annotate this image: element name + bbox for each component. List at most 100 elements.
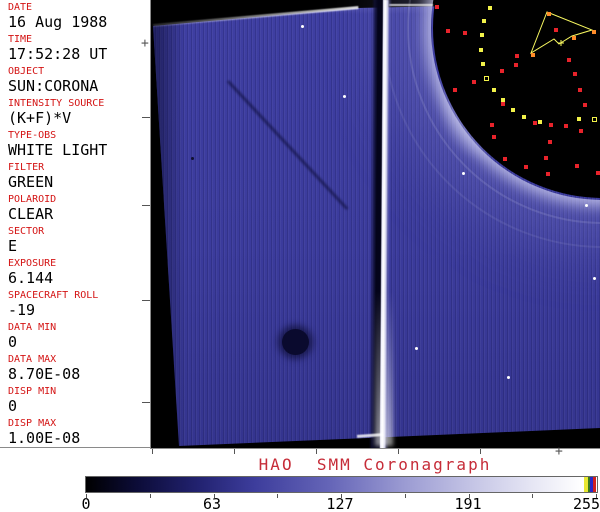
field-label: DISP MIN — [8, 386, 57, 397]
axis-tick — [480, 449, 481, 454]
field-label: SPACECRAFT ROLL — [8, 290, 99, 301]
yellow-fiducial-dot — [488, 6, 492, 10]
white-speck — [593, 277, 596, 280]
colorbar-tick-label: 0 — [81, 495, 91, 512]
colorbar-tick — [86, 494, 87, 498]
plus-marker-icon: + — [555, 444, 563, 459]
axis-tick — [142, 300, 150, 301]
white-speck — [507, 376, 510, 379]
colorbar-tick — [532, 494, 534, 498]
field-value: 17:52:28 UT — [8, 45, 108, 63]
metadata-field: EXPOSURE 6.144 — [0, 256, 150, 288]
red-fiducial-dot — [435, 5, 439, 9]
colorbar-tick-label: 191 — [454, 495, 482, 512]
yellow-open-fiducial-dot — [484, 76, 489, 81]
colorbar-tick — [149, 494, 151, 498]
red-fiducial-dot — [549, 123, 553, 127]
saturation-stripe-green — [588, 477, 590, 492]
metadata-field: TYPE-OBS WHITE LIGHT — [0, 128, 150, 160]
orange-vertex-dot — [547, 12, 551, 16]
metadata-field: OBJECT SUN:CORONA — [0, 64, 150, 96]
field-label: DISP MAX — [8, 418, 57, 429]
dark-spot — [282, 329, 309, 355]
metadata-panel: DATE 16 Aug 1988 TIME 17:52:28 UT OBJECT SUN:… — [0, 0, 150, 448]
yellow-fiducial-dot — [538, 120, 542, 124]
axis-tick — [142, 205, 150, 206]
field-label: DATA MIN — [8, 322, 57, 333]
field-value: GREEN — [8, 173, 54, 191]
axis-tick — [234, 449, 235, 454]
field-label: POLAROID — [8, 194, 57, 205]
red-fiducial-dot — [500, 69, 504, 73]
yellow-fiducial-dot — [577, 117, 581, 121]
metadata-field: DISP MIN 0 — [0, 384, 150, 416]
colorbar-tick-label: 255 — [572, 495, 600, 512]
plus-marker-icon: + — [141, 36, 149, 51]
orange-vertex-dot — [592, 30, 596, 34]
field-label: SECTOR — [8, 226, 45, 237]
red-fiducial-dot — [546, 172, 550, 176]
red-fiducial-dot — [596, 171, 600, 175]
yellow-polygon-marker — [529, 11, 594, 55]
yellow-fiducial-dot — [492, 88, 496, 92]
red-fiducial-dot — [548, 140, 552, 144]
white-speck — [415, 347, 418, 350]
axis-tick — [398, 449, 399, 454]
metadata-field: INTENSITY SOURCE (K+F)*V — [0, 96, 150, 128]
field-label: TIME — [8, 34, 33, 45]
red-fiducial-dot — [564, 124, 568, 128]
field-value: 0 — [8, 397, 18, 415]
field-label: INTENSITY SOURCE — [8, 98, 105, 109]
saturation-stripe-yellow — [584, 477, 588, 492]
red-fiducial-dot — [515, 54, 519, 58]
yellow-fiducial-dot — [522, 115, 526, 119]
coronagraph-image-viewport — [150, 0, 600, 449]
red-fiducial-dot — [501, 102, 505, 106]
red-fiducial-dot — [472, 80, 476, 84]
yellow-fiducial-dot — [479, 48, 483, 52]
field-label: FILTER — [8, 162, 45, 173]
white-speck — [462, 172, 465, 175]
yellow-open-fiducial-dot — [592, 117, 597, 122]
polygon-plus-icon — [558, 40, 564, 46]
red-fiducial-dot — [544, 156, 548, 160]
footer-strip: HAO SMM Coronagraph 0 63 127 191 255 — [0, 449, 600, 512]
metadata-field: SECTOR E — [0, 224, 150, 256]
field-value: (K+F)*V — [8, 109, 72, 127]
red-fiducial-dot — [524, 165, 528, 169]
dark-speck — [191, 157, 194, 160]
yellow-fiducial-dot — [501, 98, 505, 102]
yellow-fiducial-dot — [481, 62, 485, 66]
metadata-field: DATE 16 Aug 1988 — [0, 0, 150, 32]
red-fiducial-dot — [567, 58, 571, 62]
orange-vertex-dot — [572, 36, 576, 40]
metadata-field: TIME 17:52:28 UT — [0, 32, 150, 64]
yellow-fiducial-dot — [511, 108, 515, 112]
plot-title: HAO SMM Coronagraph — [258, 455, 492, 474]
red-fiducial-dot — [578, 88, 582, 92]
saturation-stripe-red — [593, 477, 596, 492]
red-fiducial-dot — [490, 123, 494, 127]
yellow-fiducial-dot — [480, 33, 484, 37]
colorbar-tick — [277, 494, 279, 498]
axis-tick — [142, 117, 150, 118]
white-speck — [585, 204, 588, 207]
field-value: SUN:CORONA — [8, 77, 99, 95]
field-value: 1.00E-08 — [8, 429, 81, 447]
white-speck — [343, 95, 346, 98]
orange-vertex-dot — [531, 53, 535, 57]
metadata-field: DATA MIN 0 — [0, 320, 150, 352]
colorbar-tick — [404, 494, 406, 498]
metadata-field: DATA MAX 8.70E-08 — [0, 352, 150, 384]
red-fiducial-dot — [514, 63, 518, 67]
red-fiducial-dot — [533, 121, 537, 125]
red-fiducial-dot — [579, 129, 583, 133]
white-speck — [301, 25, 304, 28]
field-label: OBJECT — [8, 66, 45, 77]
red-fiducial-dot — [463, 31, 467, 35]
plate-top-edge-glint — [389, 4, 433, 6]
field-value: -19 — [8, 301, 36, 319]
red-fiducial-dot — [583, 103, 587, 107]
field-value: 6.144 — [8, 269, 54, 287]
